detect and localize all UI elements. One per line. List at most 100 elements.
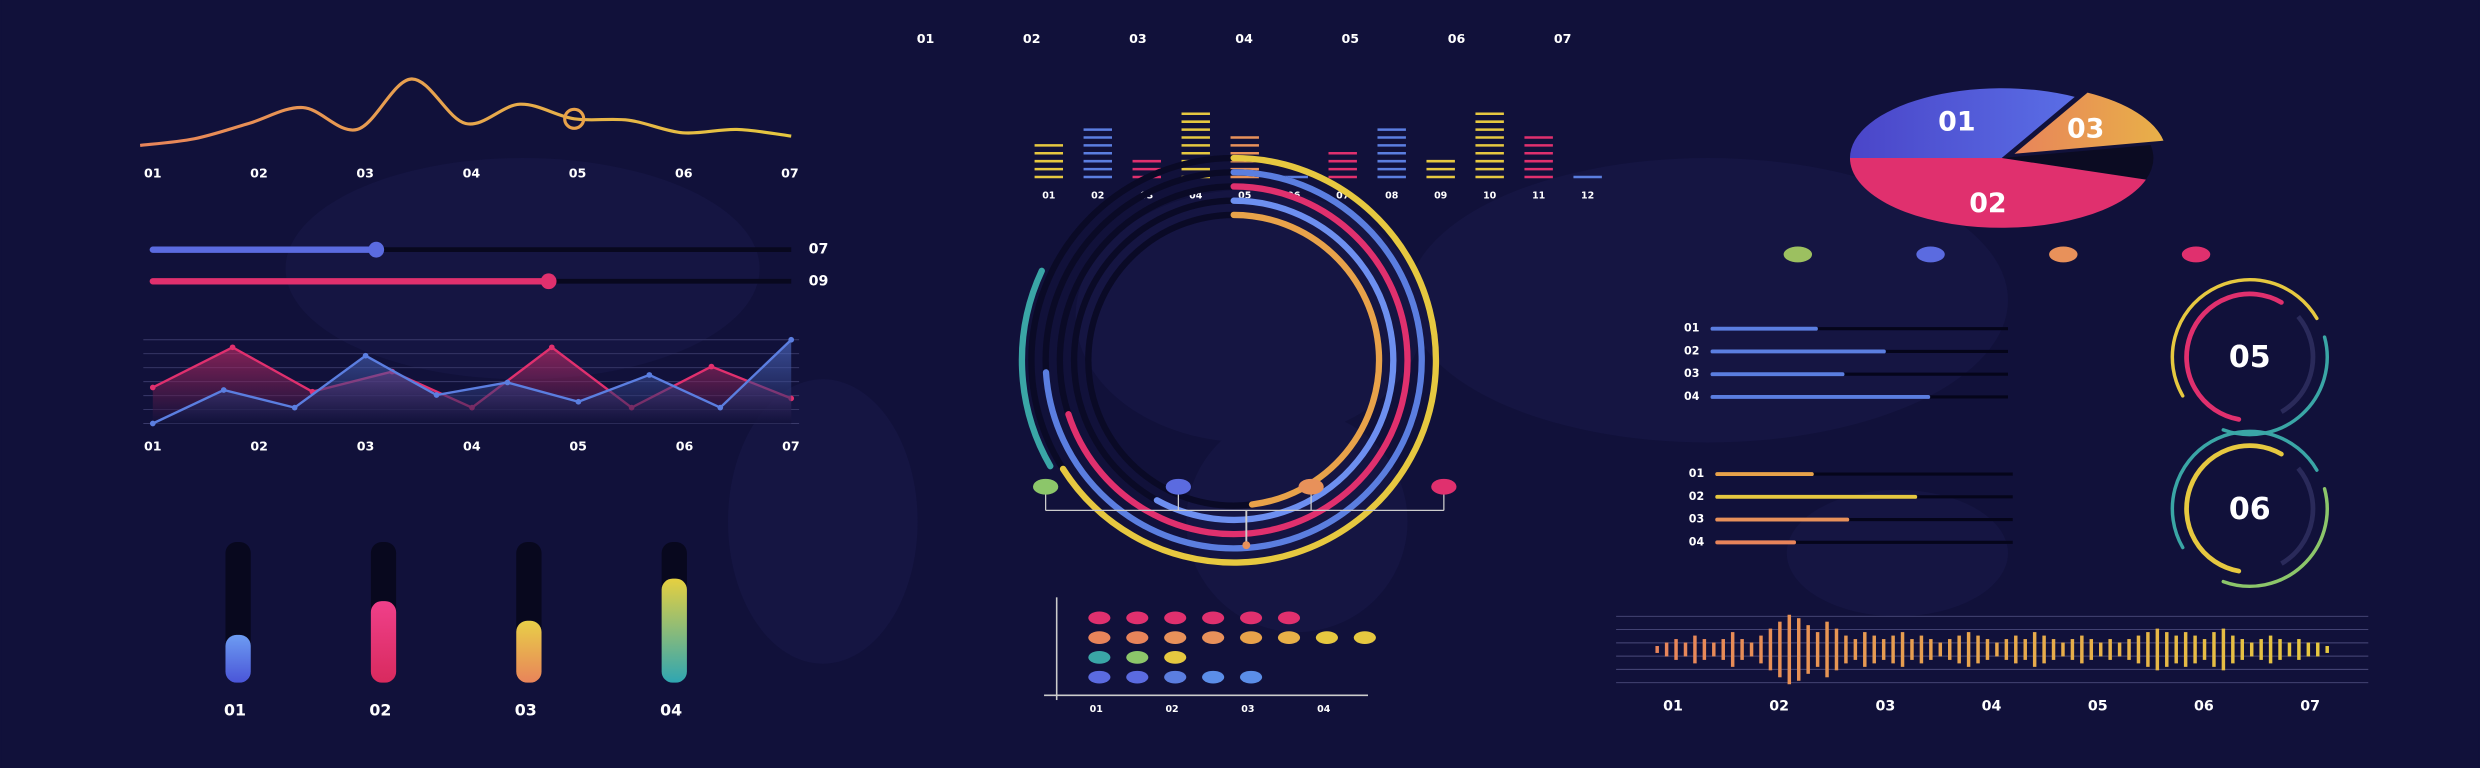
tube-fill [225,634,251,683]
label: 09 [1434,190,1447,201]
ring-arc [1042,169,1425,552]
label: 01 [1663,698,1683,714]
dot [1277,611,1301,625]
area-fill [152,339,792,424]
label: 01 [1689,467,1704,480]
legend-dot [1916,246,1945,263]
label: 03 [2067,113,2104,144]
dot [1240,611,1263,625]
label: 01 [224,701,246,720]
pie-slice [2014,92,2164,154]
label: 03 [357,439,375,454]
label: 01 [1684,322,1699,335]
label: 03 [1241,704,1254,715]
label: 05 [1342,31,1360,46]
label: 02 [1769,698,1789,714]
label: 05 [569,439,587,454]
label: 03 [515,701,537,720]
label: 07 [1554,31,1572,46]
gauge-arc [2184,443,2284,574]
legend-dot [2181,246,2211,263]
dot [1126,611,1149,625]
world-map [285,158,2008,664]
area-point [149,384,156,391]
dot [1202,670,1225,684]
label: 05 [569,165,587,180]
label: 02 [1165,704,1178,715]
label: 05 [1238,190,1251,201]
label: 01 [1938,107,1975,138]
ring-accent [1018,267,1054,470]
label: 03 [1875,698,1895,714]
label: 10 [1483,190,1497,201]
pie-slice-group [1849,158,2146,228]
dot [1240,631,1263,644]
tube-fill [516,620,542,683]
area-point [229,344,236,351]
label: 02 [1684,344,1699,357]
legend-dot [1783,246,1813,263]
label: 04 [1684,390,1700,403]
label: 04 [1317,704,1331,715]
label: 02 [250,165,268,180]
dot [1088,631,1111,644]
label: 01 [917,31,935,46]
label: 01 [144,439,162,454]
pin-head [1298,478,1324,495]
ring-arc [1065,183,1411,538]
label: 04 [1189,190,1203,201]
label: 04 [463,165,481,180]
dot [1277,631,1301,644]
label: 03 [1684,367,1699,380]
dot [1088,611,1111,625]
area-point [717,404,724,411]
label: 08 [1385,190,1398,201]
dot [1202,611,1225,625]
label: 07 [2300,698,2320,714]
label: 02 [1023,31,1041,46]
area-point [149,420,156,427]
label: 09 [809,273,829,289]
pie-slice [1849,158,2146,228]
label: 02 [1969,188,2006,219]
dot [1164,651,1187,664]
area-point [548,344,555,351]
label: 03 [1129,31,1147,46]
area-point [220,387,227,393]
label: 06 [1448,31,1466,46]
label: 05 [2229,340,2271,375]
legend-dot [2049,246,2078,263]
tube-fill [370,601,397,683]
area-point [433,392,440,398]
label: 06 [2194,698,2214,714]
wave-marker [563,107,586,130]
gauge-arc [2280,314,2316,414]
label: 03 [1689,513,1704,526]
gauge-arc [2280,466,2316,566]
pin-head [1032,478,1059,495]
label: 02 [1689,490,1704,503]
label: 12 [1581,190,1594,201]
dot [1240,670,1263,684]
label: 07 [782,439,800,454]
label: 06 [676,439,694,454]
label: 04 [1689,535,1705,548]
dot [1202,631,1225,644]
dot [1164,611,1187,625]
pie-slice [1849,88,2075,159]
pin-head [1431,478,1457,495]
dot [1126,631,1149,644]
label: 07 [1336,190,1349,201]
dot [1315,631,1338,644]
gauge-arc [2184,291,2284,422]
dot [1126,670,1149,684]
dot [1088,651,1111,664]
pie-slice-group [2001,144,2154,180]
label: 03 [356,165,374,180]
label: 06 [2229,492,2271,527]
wave-line [139,77,792,147]
label: 04 [1982,698,2002,714]
slider-knob [540,273,557,290]
gauge-arc [2170,429,2319,550]
